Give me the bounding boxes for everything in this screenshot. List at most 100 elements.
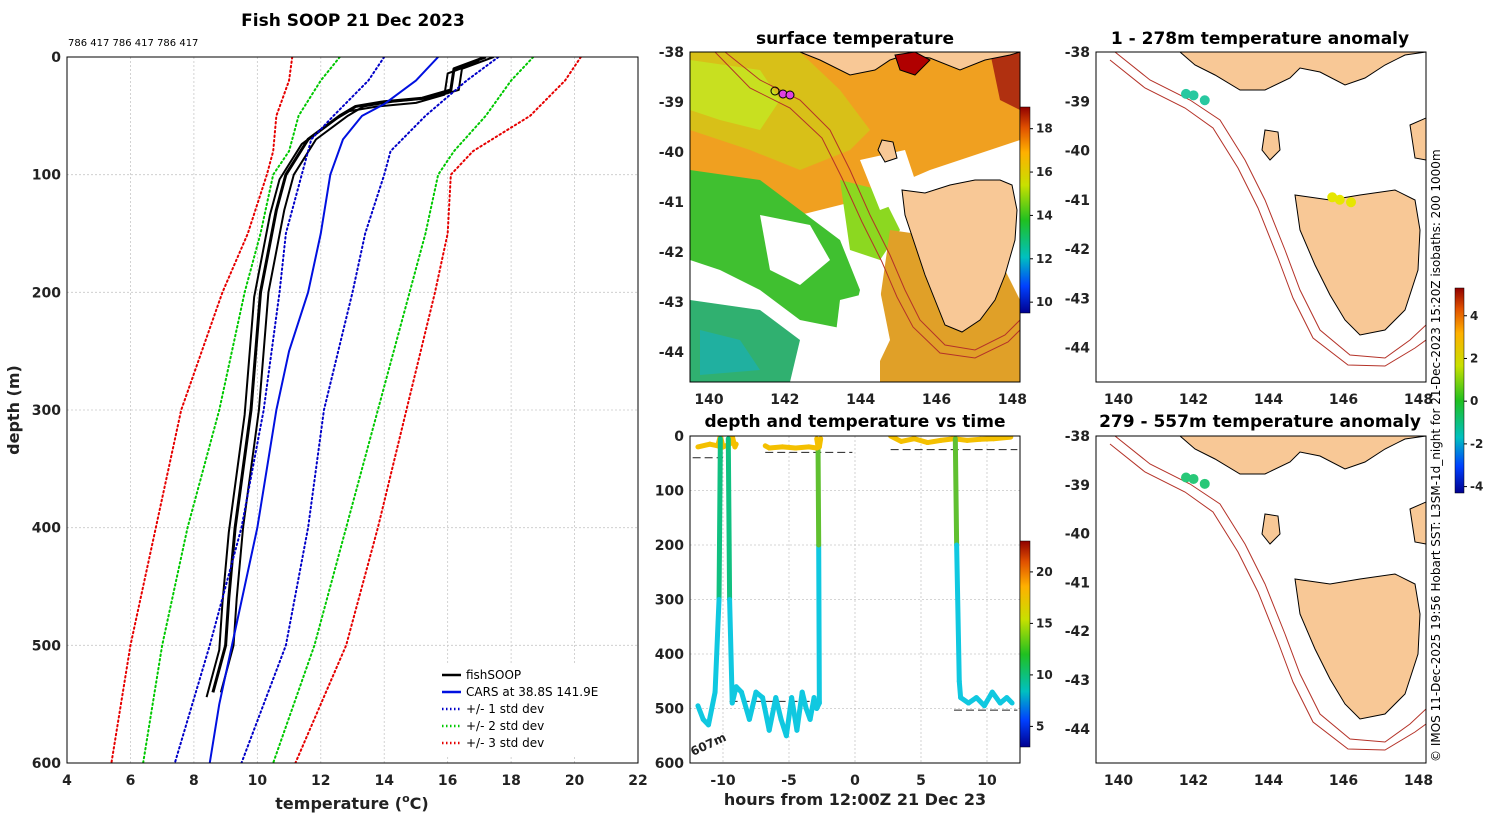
map-ytick-label: -40 — [1065, 144, 1091, 160]
time-ytick-label: 500 — [655, 702, 684, 718]
time-ytick-label: 600 — [655, 756, 684, 772]
time-track-segment — [956, 678, 964, 701]
sst-map-ticks: 140 142 144 146 148 -38 -39 -40 -41 -42 -43 -44 — [659, 45, 1027, 408]
anomaly-lower-islands — [1409, 501, 1426, 545]
anomaly-upper-title: 1 - 278m temperature anomaly — [1111, 29, 1409, 49]
map-ytick-label: -39 — [1065, 478, 1090, 494]
map-ytick-label: -43 — [1065, 673, 1090, 689]
anomaly-upper-ticks: 140 142 144 146 148 -38 -39 -40 -41 -42 -43 -44 — [1065, 45, 1433, 408]
profile-series-2-high — [240, 57, 500, 763]
time-ytick-label: 0 — [674, 429, 684, 445]
colorbar-tick-label: 20 — [1036, 565, 1053, 579]
time-xtick-label: -10 — [710, 773, 736, 789]
time-track-segment — [799, 689, 809, 711]
sst-track-point — [785, 90, 795, 100]
anomaly-lower-mainland — [1179, 436, 1426, 475]
anomaly-map-lower: 279 - 557m temperature anomaly 140 142 144… — [1065, 412, 1433, 789]
profile-ytick-label: 200 — [32, 285, 61, 301]
sst-track-point — [770, 86, 780, 96]
map-ytick-label: -44 — [659, 345, 685, 361]
colorbar-tick-label: 0 — [1470, 394, 1478, 408]
legend-label-3std: +/- 3 std dev — [466, 736, 544, 750]
anomaly-colorbar-ticks: -4 -2 0 2 4 — [1464, 309, 1483, 494]
colorbar-tick-label: 4 — [1470, 309, 1478, 323]
sst-ship-track — [770, 86, 795, 100]
anomaly-upper-points — [1181, 88, 1356, 208]
profile-xtick-label: 12 — [311, 773, 330, 789]
legend-label-2std: +/- 2 std dev — [466, 719, 544, 733]
time-track-segment — [695, 703, 706, 722]
anomaly-upper-frame — [1095, 51, 1427, 383]
profile-tick-labels: 4 6 8 10 12 14 16 18 20 22 0 100 200 300 400 500 600 — [32, 50, 648, 789]
time-colorbar-ticks: 5 10 15 20 — [1030, 565, 1053, 733]
profile-title: Fish SOOP 21 Dec 2023 — [241, 11, 465, 31]
sst-cloud-1 — [760, 215, 830, 285]
colorbar-tick-label: 10 — [1036, 668, 1053, 682]
map-ytick-label: -40 — [1065, 527, 1091, 543]
anomaly-upper-isobath-200 — [1114, 52, 1426, 359]
anomaly-lower-title: 279 - 557m temperature anomaly — [1099, 412, 1421, 432]
profile-ytick-label: 600 — [32, 756, 61, 772]
profile-panel: Fish SOOP 21 Dec 2023 786 417 786 417 78… — [4, 11, 648, 813]
map-ytick-label: -43 — [659, 295, 684, 311]
time-track-segment — [815, 444, 822, 548]
time-track-segment — [712, 597, 722, 695]
map-xtick-label: 140 — [1104, 773, 1133, 789]
time-track-segment — [816, 542, 822, 706]
profile-series-0-cast — [205, 60, 480, 698]
time-track-segment — [725, 436, 733, 602]
time-track-segment — [705, 689, 718, 728]
anomaly-upper-point — [1334, 194, 1345, 205]
map-ytick-label: -41 — [659, 195, 684, 211]
anomaly-lower-points — [1181, 472, 1210, 489]
anomaly-map-upper: 1 - 278m temperature anomaly 140 142 144 14… — [1065, 29, 1484, 494]
map-xtick-label: 148 — [1404, 392, 1433, 408]
map-ytick-label: -43 — [1065, 291, 1090, 307]
anomaly-lower-king-island — [1261, 513, 1281, 545]
time-xtick-label: 10 — [977, 773, 997, 789]
anomaly-upper-point — [1327, 192, 1338, 203]
profile-xtick-label: 6 — [126, 773, 136, 789]
profile-xlabel: temperature (oC) — [275, 792, 428, 813]
anomaly-upper-point — [1181, 88, 1191, 99]
profile-xtick-label: 14 — [374, 773, 394, 789]
profile-axes-frame — [66, 56, 639, 764]
map-xtick-label: 148 — [1404, 773, 1433, 789]
sst-tasmania — [901, 179, 1018, 333]
profile-ytick-label: 0 — [51, 50, 61, 66]
time-ytick-label: 100 — [655, 484, 684, 500]
time-panel: depth and temperature vs time -10 -5 0 5 100… — [655, 412, 1053, 809]
colorbar-tick-label: -4 — [1470, 480, 1483, 494]
profile-xtick-label: 20 — [565, 773, 585, 789]
colorbar-tick-label: 18 — [1036, 122, 1053, 136]
profile-series-4-high — [294, 57, 582, 763]
anomaly-upper-point — [1346, 197, 1356, 208]
sst-colorbar — [1019, 106, 1031, 314]
colorbar-tick-label: 10 — [1036, 295, 1053, 309]
time-colorbar — [1019, 540, 1031, 748]
time-track-segment — [1004, 695, 1015, 706]
anomaly-lower-point — [1199, 478, 1210, 489]
time-ytick-label: 400 — [655, 647, 684, 663]
time-xtick-label: 0 — [850, 773, 860, 789]
map-ytick-label: -41 — [1065, 193, 1090, 209]
anomaly-lower-tasmania — [1294, 573, 1421, 720]
profile-ytick-label: 500 — [32, 638, 61, 654]
map-ytick-label: -42 — [1065, 624, 1090, 640]
sst-field — [690, 52, 1020, 382]
map-ytick-label: -39 — [659, 95, 684, 111]
map-xtick-label: 146 — [1329, 392, 1358, 408]
profile-series-4-low — [110, 57, 294, 763]
anomaly-lower-frame — [1095, 435, 1427, 764]
anomaly-upper-point — [1199, 95, 1210, 106]
map-ytick-label: -44 — [1065, 722, 1091, 738]
map-xtick-label: 140 — [694, 392, 723, 408]
time-xlabel: hours from 12:00Z 21 Dec 23 — [724, 790, 986, 809]
time-grid — [690, 435, 1020, 764]
colorbar-tick-label: 12 — [1036, 252, 1053, 266]
legend-label-fishsoop: fishSOOP — [466, 668, 521, 682]
profile-ylabel: depth (m) — [4, 365, 23, 455]
credit-text: © IMOS 11-Dec-2025 19:56 Hobart SST: L3S… — [1429, 149, 1443, 762]
anomaly-lower-point — [1188, 473, 1199, 484]
